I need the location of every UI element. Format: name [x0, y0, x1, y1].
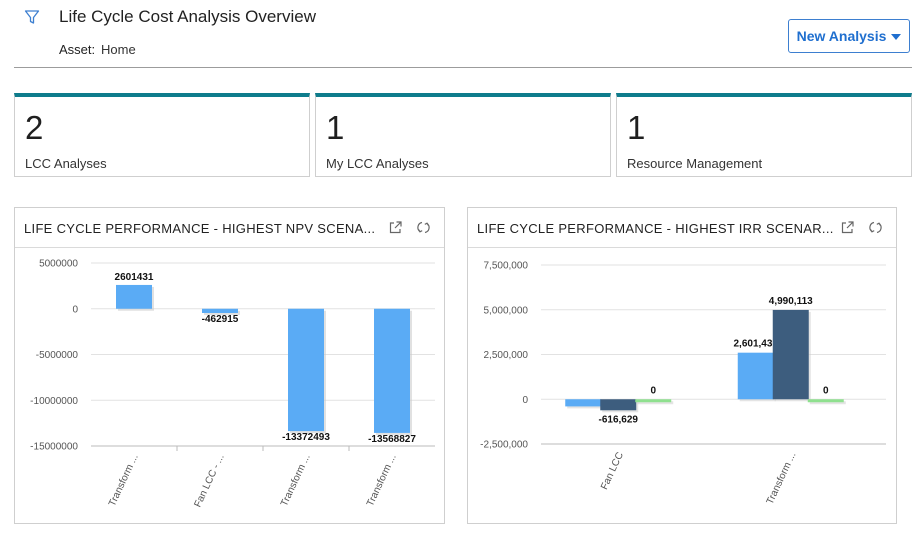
y-tick-label: 7,500,000 — [484, 261, 529, 272]
y-tick-label: -2,500,000 — [480, 440, 528, 451]
kpi-card-lcc-analyses[interactable]: 2 LCC Analyses — [14, 93, 310, 177]
header-divider — [14, 67, 912, 68]
filter-icon[interactable] — [24, 9, 40, 25]
x-tick-label: Transform ... — [107, 453, 141, 509]
data-label: 2601431 — [115, 272, 154, 283]
data-label: 0 — [823, 385, 829, 396]
page-header: Life Cycle Cost Analysis Overview Asset:… — [0, 0, 924, 68]
y-tick-label: 2,500,000 — [484, 350, 529, 361]
data-label: -13568827 — [368, 434, 416, 445]
panel-header: LIFE CYCLE PERFORMANCE - HIGHEST IRR SCE… — [468, 208, 896, 248]
bar-shadow — [809, 401, 846, 405]
bar — [807, 399, 844, 403]
y-tick-label: 5000000 — [39, 259, 78, 270]
y-tick-label: -10000000 — [30, 396, 78, 407]
kpi-label: LCC Analyses — [25, 156, 107, 171]
refresh-icon[interactable] — [868, 220, 883, 235]
npv-chart-panel: LIFE CYCLE PERFORMANCE - HIGHEST NPV SCE… — [14, 207, 445, 524]
irr-bar-chart: 7,500,000 5,000,000 2,500,000 0 -2,500,000 -6… — [480, 261, 886, 507]
data-label: -616,629 — [599, 414, 639, 425]
x-tick-label: Transform ... — [765, 451, 799, 507]
asset-value: Home — [101, 42, 136, 57]
open-external-icon[interactable] — [840, 220, 855, 235]
bar — [565, 399, 602, 407]
y-tick-label: 0 — [522, 395, 528, 406]
data-label: 0 — [650, 385, 656, 396]
new-analysis-label: New Analysis — [796, 28, 887, 44]
data-label: -13372493 — [282, 432, 330, 443]
kpi-card-my-lcc-analyses[interactable]: 1 My LCC Analyses — [315, 93, 611, 177]
bar — [202, 308, 238, 313]
x-tick-label: Fan LCC - ... — [193, 453, 227, 510]
data-label: 2,601,431 — [734, 339, 779, 350]
kpi-value: 1 — [627, 109, 646, 146]
open-external-icon[interactable] — [388, 220, 403, 235]
caret-down-icon — [891, 34, 902, 40]
kpi-card-resource-management[interactable]: 1 Resource Management — [616, 93, 912, 177]
bar — [600, 399, 637, 411]
data-label: -462915 — [202, 314, 239, 325]
x-tick-label: Fan LCC — [599, 451, 626, 492]
npv-bar-chart: 5000000 0 -5000000 -10000000 -15000000 260143… — [30, 259, 435, 510]
irr-chart-panel: LIFE CYCLE PERFORMANCE - HIGHEST IRR SCE… — [467, 207, 897, 524]
panel-title: LIFE CYCLE PERFORMANCE - HIGHEST NPV SCE… — [24, 221, 376, 236]
page-title: Life Cycle Cost Analysis Overview — [59, 7, 316, 26]
bar — [374, 308, 410, 433]
panel-header: LIFE CYCLE PERFORMANCE - HIGHEST NPV SCE… — [15, 208, 444, 248]
refresh-icon[interactable] — [416, 220, 431, 235]
kpi-label: Resource Management — [627, 156, 763, 171]
x-tick-label: Transform ... — [279, 453, 313, 509]
panel-title: LIFE CYCLE PERFORMANCE - HIGHEST IRR SCE… — [477, 221, 834, 236]
new-analysis-button[interactable]: New Analysis — [788, 19, 910, 53]
x-tick-label: Transform ... — [365, 453, 399, 509]
y-tick-label: 0 — [72, 304, 78, 315]
bar — [635, 399, 672, 403]
asset-label: Asset: — [59, 42, 96, 57]
kpi-value: 1 — [326, 109, 345, 146]
kpi-label: My LCC Analyses — [326, 156, 429, 171]
y-tick-label: -15000000 — [30, 442, 78, 453]
bar — [288, 308, 324, 432]
y-tick-label: -5000000 — [36, 350, 79, 361]
y-tick-label: 5,000,000 — [484, 305, 529, 316]
kpi-value: 2 — [25, 109, 44, 146]
bar-shadow — [637, 401, 674, 405]
bar — [116, 284, 152, 309]
bar — [737, 352, 774, 400]
data-label: 4,990,113 — [769, 296, 813, 307]
bar — [772, 309, 809, 400]
